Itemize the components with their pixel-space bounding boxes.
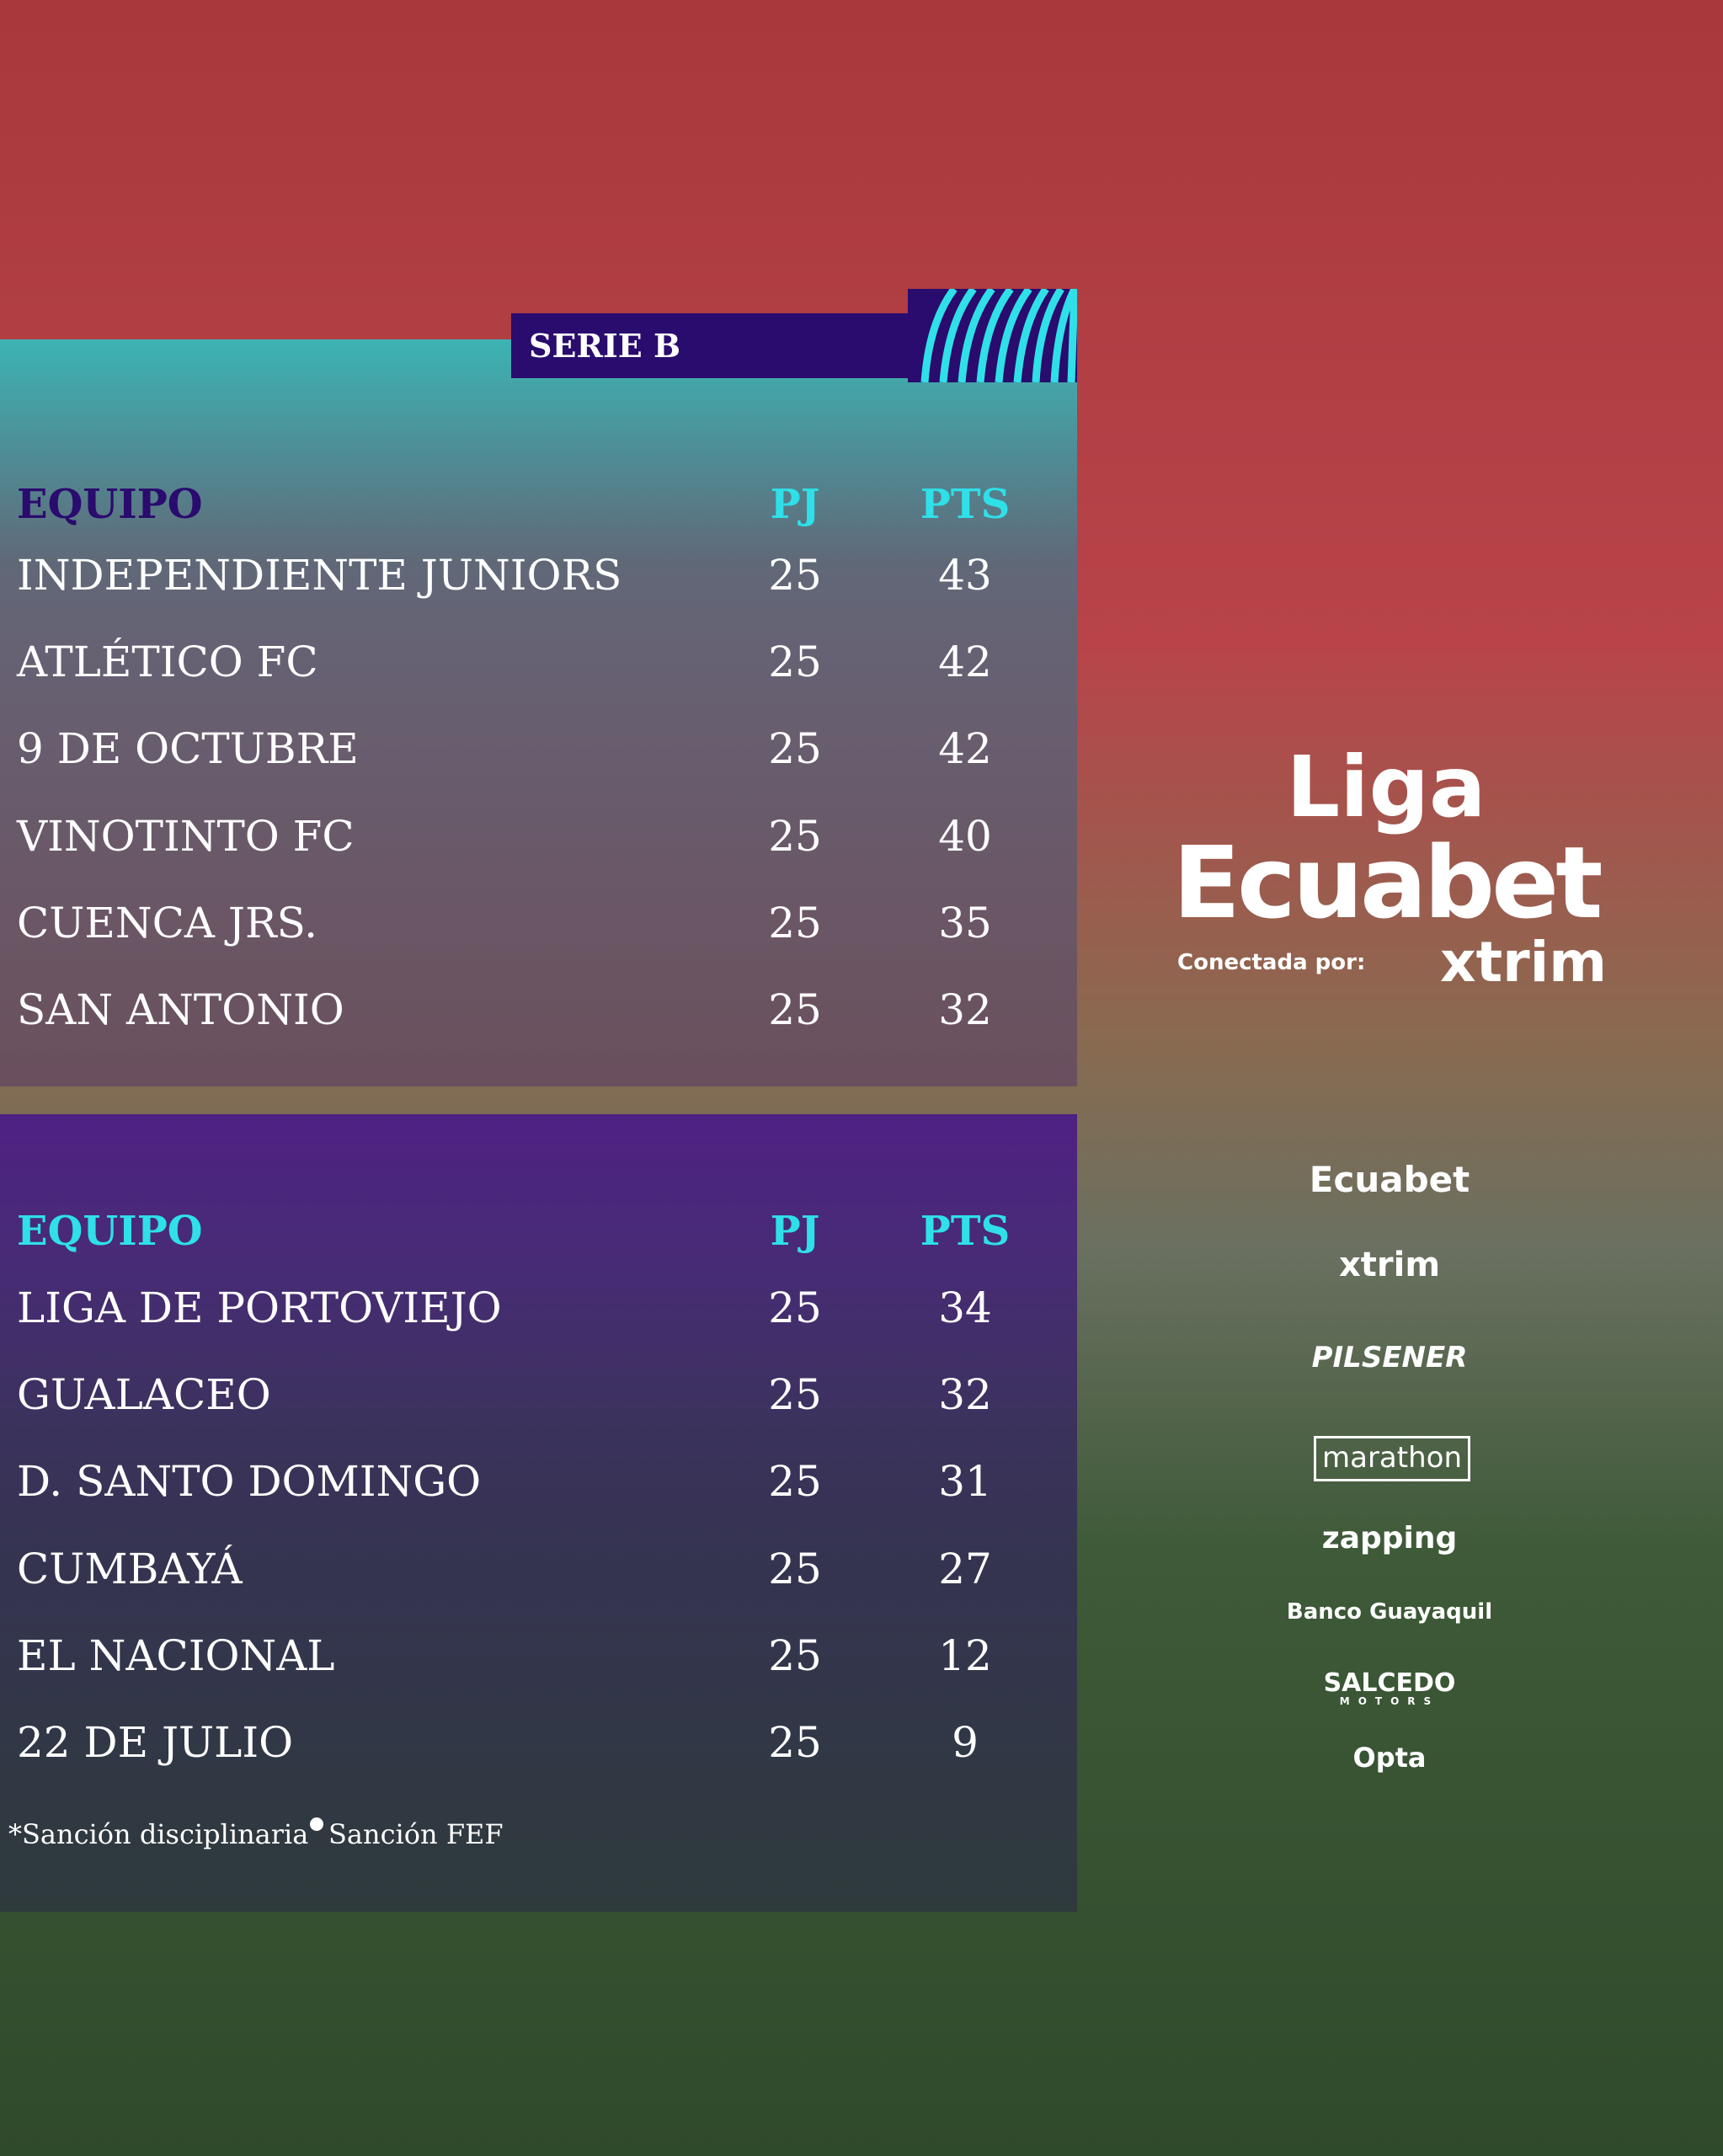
- brand-tagline: Conectada por:: [1177, 950, 1366, 975]
- points: 9: [952, 1718, 979, 1767]
- played: 25: [768, 1370, 822, 1420]
- played: 25: [768, 638, 822, 687]
- played: 25: [768, 985, 822, 1034]
- sponsor-logo: zapping: [1321, 1520, 1458, 1556]
- team-name: D. SANTO DOMINGO: [17, 1457, 482, 1507]
- footnote: Sanción FEF: [328, 1818, 504, 1850]
- points: 43: [938, 551, 992, 600]
- brand-partner: xtrim: [1440, 930, 1608, 995]
- sponsor-logo: PILSENER: [1311, 1341, 1468, 1375]
- brand-line1: Liga: [1286, 738, 1486, 836]
- team-name: INDEPENDIENTE JUNIORS: [17, 551, 622, 600]
- column-header: PJ: [770, 1208, 820, 1255]
- points: 42: [938, 638, 992, 687]
- team-name: GUALACEO: [17, 1370, 271, 1420]
- team-name: LIGA DE PORTOVIEJO: [17, 1283, 502, 1332]
- sponsor-logo: Opta: [1352, 1741, 1427, 1774]
- played: 25: [768, 811, 822, 861]
- footnote-dot: [310, 1817, 323, 1831]
- played: 25: [768, 898, 822, 947]
- team-name: CUENCA JRS.: [17, 898, 317, 947]
- sponsor-sub: MOTORS: [1339, 1695, 1440, 1707]
- played: 25: [768, 724, 822, 774]
- column-header: PTS: [920, 1208, 1011, 1255]
- column-header: EQUIPO: [17, 1208, 203, 1255]
- points: 40: [938, 811, 992, 861]
- team-name: EL NACIONAL: [17, 1630, 335, 1680]
- sponsor-logo: Ecuabet: [1309, 1158, 1470, 1200]
- points: 34: [938, 1283, 992, 1332]
- played: 25: [768, 551, 822, 600]
- sponsor-logo: Banco Guayaquil: [1286, 1598, 1493, 1625]
- column-header: PJ: [770, 481, 820, 528]
- played: 25: [768, 1283, 822, 1332]
- played: 25: [768, 1457, 822, 1507]
- stripes: [908, 289, 1077, 382]
- team-name: ATLÉTICO FC: [17, 638, 318, 687]
- team-name: 22 DE JULIO: [17, 1718, 294, 1767]
- points: 35: [938, 898, 992, 947]
- series-title: SERIE B: [529, 327, 681, 365]
- panel-top: [0, 339, 1077, 1086]
- played: 25: [768, 1544, 822, 1593]
- footnote: *Sanción disciplinaria: [8, 1818, 309, 1850]
- played: 25: [768, 1630, 822, 1680]
- points: 32: [938, 1370, 992, 1420]
- sponsor-logo: marathon: [1314, 1436, 1470, 1481]
- team-name: SAN ANTONIO: [17, 985, 344, 1034]
- sponsor-logo: xtrim: [1338, 1246, 1441, 1284]
- played: 25: [768, 1718, 822, 1767]
- brand-line2: Ecuabet: [1172, 825, 1603, 941]
- points: 32: [938, 985, 992, 1034]
- points: 12: [938, 1630, 992, 1680]
- points: 42: [938, 724, 992, 774]
- team-name: VINOTINTO FC: [17, 811, 355, 861]
- team-name: CUMBAYÁ: [17, 1544, 243, 1593]
- sponsor-logo: SALCEDO: [1323, 1668, 1456, 1698]
- points: 31: [938, 1457, 992, 1507]
- team-name: 9 DE OCTUBRE: [17, 724, 359, 774]
- header-bar: [511, 313, 915, 378]
- column-header: EQUIPO: [17, 481, 203, 528]
- points: 27: [938, 1544, 992, 1593]
- panel-bottom: [0, 1114, 1077, 1912]
- column-header: PTS: [920, 481, 1011, 528]
